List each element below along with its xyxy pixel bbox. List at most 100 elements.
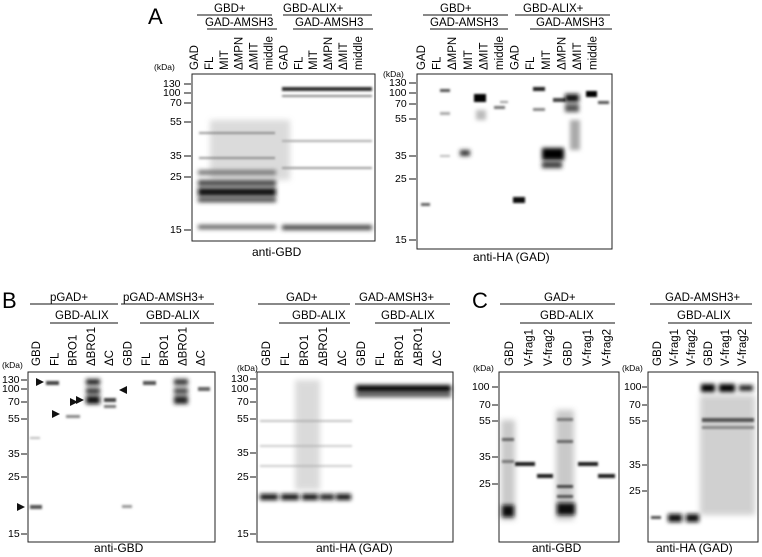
lane-label: BRO1: [68, 335, 80, 366]
subgroup-label: GAD-AMSH3: [536, 17, 604, 29]
group-label: GBD+: [214, 3, 246, 15]
mw-label: 100: [624, 381, 642, 393]
lane-label: BRO1: [394, 335, 406, 366]
mw-label: 55: [479, 415, 491, 427]
group-label: pGAD+: [50, 292, 88, 304]
blot-b1: pGAD+ GBD-ALIX pGAD-AMSH3+ GBD-ALIX GBD F…: [2, 292, 216, 555]
blot-c1: GAD+ GBD-ALIX GBD V-frag1 V-frag2 GBD V-frag…: [472, 292, 620, 555]
group-label: GAD-AMSH3+: [665, 292, 740, 304]
lane-label: V-frag1: [720, 329, 732, 366]
group-label: GAD-AMSH3+: [359, 292, 434, 304]
lane-labels: GBD FL BRO1 ΔBRO1 ΔC GBD FL BRO1 ΔBRO1 ΔC: [261, 327, 444, 366]
lane-label: ΔBRO1: [318, 327, 330, 366]
lane-label: ΔMIT: [249, 43, 261, 70]
blot-caption: anti-GBD: [252, 245, 302, 259]
lane-label: middle: [494, 36, 506, 70]
mw-markers: 130 100 70 55 35 25 15: [2, 374, 27, 540]
blot-a1: GBD+ GAD-AMSH3 GBD-ALIX+ GAD-AMSH3 GAD FL…: [154, 3, 376, 259]
subgroup-label: GAD-AMSH3: [430, 17, 498, 29]
mw-label: 55: [395, 113, 407, 125]
lane-labels: GBD FL BRO1 ΔBRO1 ΔC GBD FL BRO1 ΔBRO1 ΔC: [31, 327, 208, 366]
lane-label: V-frag1: [524, 329, 536, 366]
lane-label: ΔMIT: [572, 43, 584, 70]
lane-label: middle: [353, 36, 365, 70]
mw-label: 70: [479, 399, 491, 411]
lane-label: FL: [375, 352, 387, 366]
group-label: GAD+: [286, 292, 318, 304]
lane-label: V-frag2: [543, 329, 555, 366]
subgroup-label: GBD-ALIX: [55, 310, 109, 322]
blot-caption: anti-GBD: [532, 541, 582, 555]
panel-label-a: A: [148, 4, 163, 29]
lane-labels: GAD FL MIT ΔMPN ΔMIT middle GAD FL MIT ΔMPN ΔMIT mi…: [189, 36, 365, 70]
lane-label: MIT: [541, 50, 553, 70]
lane-label: FL: [432, 56, 444, 70]
mw-label: 35: [479, 451, 491, 463]
mw-label: 55: [629, 415, 641, 427]
mw-label: 70: [395, 98, 407, 110]
mw-label: 15: [8, 528, 20, 540]
mw-label: 35: [170, 150, 182, 162]
subgroup-label: GBD-ALIX: [292, 310, 346, 322]
lane-label: GBD: [31, 341, 43, 366]
lane-label: middle: [264, 36, 276, 70]
lane-label: middle: [588, 36, 600, 70]
panel-label-b: B: [2, 288, 17, 313]
lane-label: ΔMIT: [478, 43, 490, 70]
subgroup-label: GBD-ALIX: [540, 310, 594, 322]
mw-label: 130: [389, 77, 407, 89]
arrowhead-markers: [17, 378, 127, 511]
lane-labels: GBD V-frag1 V-frag2 GBD V-frag1 V-frag2: [504, 329, 614, 366]
mw-label: 130: [163, 78, 181, 90]
mw-label: 15: [170, 224, 182, 236]
lane-label: GBD: [703, 341, 715, 366]
lane-label: V-frag2: [686, 329, 698, 366]
mw-label: 70: [237, 396, 249, 408]
mw-label: 25: [629, 485, 641, 497]
mw-label: 100: [389, 87, 407, 99]
lane-label: FL: [141, 352, 153, 366]
lane-label: BRO1: [159, 335, 171, 366]
blot-c2: GAD-AMSH3+ GBD-ALIX GBD V-frag1 V-frag2 GBD…: [622, 292, 759, 555]
lane-label: ΔMPN: [556, 37, 568, 70]
lane-label: GBD: [123, 341, 135, 366]
subgroup-label: GBD-ALIX: [146, 310, 200, 322]
blot-caption: anti-HA (GAD): [473, 250, 550, 264]
mw-label: 100: [163, 87, 181, 99]
mw-label: 35: [395, 150, 407, 162]
mw-markers: 130 100 70 55 35 25 15: [231, 373, 256, 540]
group-label: GBD-ALIX+: [283, 3, 344, 15]
lane-label: FL: [204, 56, 216, 70]
lane-label: BRO1: [299, 335, 311, 366]
mw-label: 25: [395, 173, 407, 185]
lane-label: GBD: [261, 341, 273, 366]
lane-label: ΔC: [104, 350, 116, 366]
lane-label: FL: [293, 56, 305, 70]
lane-label: FL: [49, 352, 61, 366]
lane-label: ΔBRO1: [177, 327, 189, 366]
mw-label: 130: [231, 373, 249, 385]
blot-image: [191, 73, 376, 242]
subgroup-label: GAD-AMSH3: [295, 17, 363, 29]
lane-label: MIT: [219, 50, 231, 70]
lane-label: V-frag1: [669, 329, 681, 366]
blot-caption: anti-HA (GAD): [316, 541, 393, 555]
group-label: pGAD-AMSH3+: [123, 292, 205, 304]
group-label: GBD-ALIX+: [523, 3, 584, 15]
mw-label: 25: [479, 478, 491, 490]
lane-label: GBD: [356, 341, 368, 366]
lane-labels: GAD FL ΔMPN MIT ΔMIT middle GAD FL MIT ΔMPN ΔMIT mi…: [416, 36, 600, 70]
lane-label: ΔMIT: [338, 43, 350, 70]
lane-label: ΔMPN: [234, 37, 246, 70]
blot-image: [256, 371, 454, 543]
blot-b2: GAD+ GBD-ALIX GAD-AMSH3+ GBD-ALIX GBD FL B…: [231, 292, 454, 555]
mw-label: 55: [237, 413, 249, 425]
lane-labels: GBD V-frag1 V-frag2 GBD V-frag1 V-frag2: [652, 329, 749, 366]
mw-markers: 100 70 55 35 25: [624, 381, 647, 497]
lane-label: GBD: [652, 341, 664, 366]
kda-label: (kDa): [383, 69, 404, 79]
lane-label: ΔC: [196, 350, 208, 366]
lane-label: ΔBRO1: [413, 327, 425, 366]
subgroup-label: GBD-ALIX: [677, 310, 731, 322]
